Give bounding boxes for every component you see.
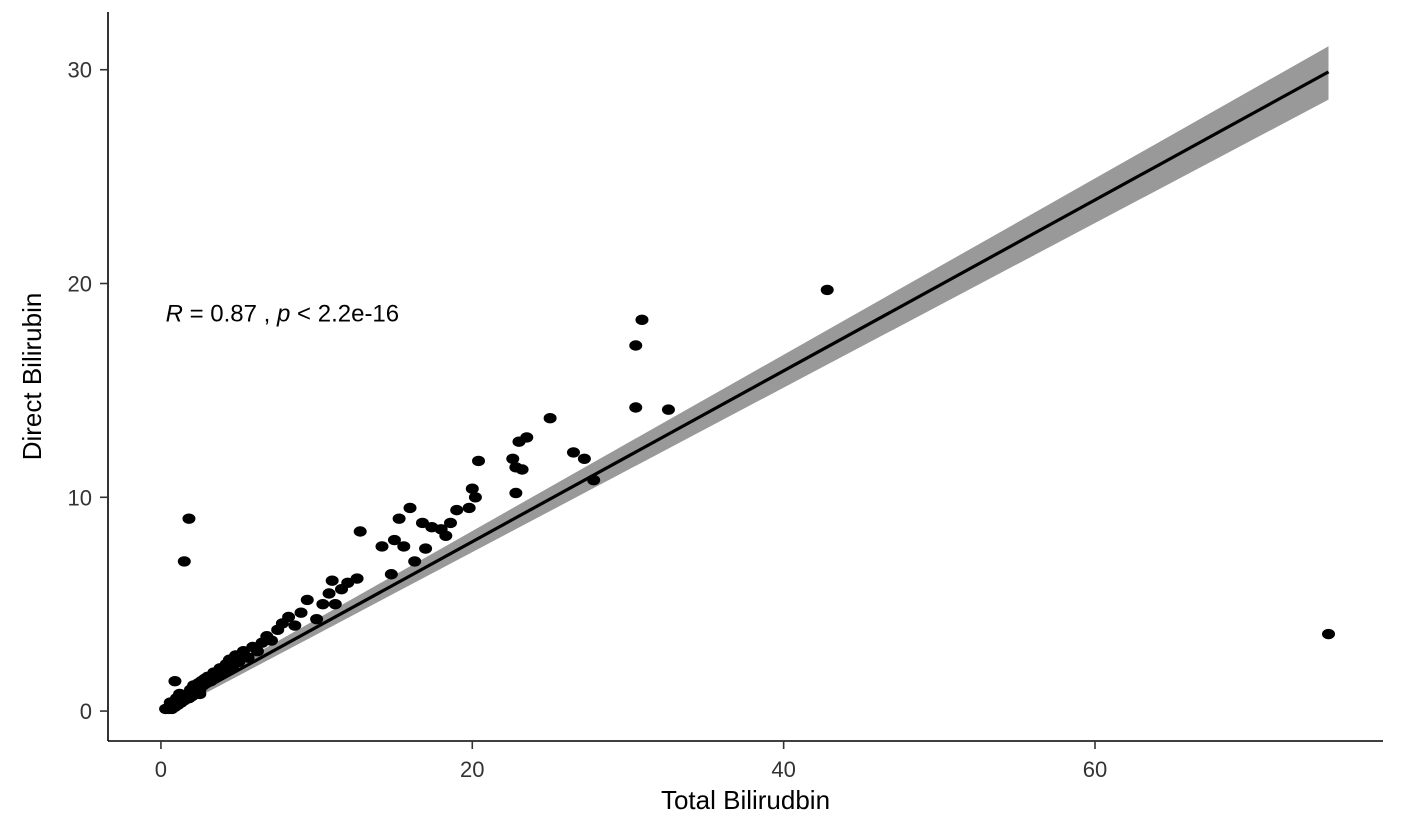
data-point bbox=[820, 284, 834, 296]
data-point bbox=[375, 541, 389, 552]
data-point bbox=[182, 513, 196, 524]
data-point bbox=[316, 598, 330, 610]
data-point bbox=[169, 693, 183, 704]
x-tick-label: 20 bbox=[460, 757, 484, 782]
data-point bbox=[294, 607, 308, 618]
data-point bbox=[408, 556, 422, 567]
x-tick-label: 0 bbox=[155, 757, 167, 782]
data-point bbox=[392, 513, 406, 524]
data-point bbox=[587, 474, 601, 486]
data-point bbox=[472, 455, 486, 467]
data-point bbox=[468, 492, 482, 503]
data-point bbox=[1322, 628, 1336, 640]
data-point bbox=[462, 502, 476, 514]
data-point bbox=[325, 575, 339, 586]
data-point bbox=[506, 453, 520, 465]
data-point bbox=[629, 340, 643, 351]
data-point bbox=[403, 502, 417, 514]
y-axis-title: Direct Bilirubin bbox=[17, 293, 47, 461]
data-point bbox=[353, 526, 367, 537]
confidence-band bbox=[165, 46, 1329, 715]
correlation-annotation: R = 0.87 , p < 2.2e-16 bbox=[166, 300, 400, 327]
x-axis-ticks: 0 20 40 60 bbox=[155, 741, 1107, 782]
data-point bbox=[465, 483, 479, 494]
p-symbol: p bbox=[276, 300, 290, 327]
data-point bbox=[250, 646, 264, 657]
regression-line bbox=[164, 70, 1330, 712]
x-tick-label: 60 bbox=[1083, 757, 1107, 782]
data-point bbox=[443, 517, 457, 529]
data-point bbox=[520, 432, 534, 443]
data-point bbox=[577, 453, 591, 465]
x-tick-label: 40 bbox=[771, 757, 795, 782]
data-point bbox=[322, 588, 336, 599]
data-point bbox=[450, 504, 464, 516]
data-point bbox=[629, 402, 643, 413]
p-value-text: < 2.2e-16 bbox=[290, 300, 399, 327]
data-point bbox=[241, 652, 255, 663]
data-point bbox=[177, 556, 191, 567]
data-point bbox=[387, 534, 401, 546]
data-point bbox=[310, 613, 324, 625]
data-point bbox=[635, 314, 649, 326]
data-point bbox=[282, 611, 296, 623]
data-point bbox=[439, 530, 453, 541]
data-point bbox=[300, 594, 314, 606]
data-point bbox=[168, 675, 182, 687]
y-axis-ticks: 0 10 20 30 bbox=[68, 58, 108, 724]
data-point bbox=[566, 447, 580, 458]
data-point bbox=[661, 404, 675, 415]
y-tick-label: 20 bbox=[68, 272, 92, 297]
x-axis-title: Total Bilirudbin bbox=[661, 785, 830, 815]
y-tick-label: 10 bbox=[68, 485, 92, 510]
confidence-band-group bbox=[165, 46, 1329, 715]
data-point bbox=[397, 541, 411, 552]
data-point bbox=[264, 635, 278, 646]
y-tick-label: 30 bbox=[68, 58, 92, 83]
data-point bbox=[350, 573, 364, 584]
data-point bbox=[193, 688, 207, 700]
data-points bbox=[159, 284, 1336, 715]
data-point bbox=[543, 412, 557, 424]
r-value-text: = 0.87 , bbox=[183, 300, 277, 327]
data-point bbox=[328, 598, 342, 610]
data-point bbox=[509, 487, 523, 499]
data-point bbox=[419, 543, 433, 554]
r-symbol: R bbox=[166, 300, 183, 327]
data-point bbox=[288, 620, 302, 631]
data-point bbox=[515, 464, 529, 475]
y-tick-label: 0 bbox=[80, 699, 92, 724]
data-point bbox=[384, 569, 398, 580]
